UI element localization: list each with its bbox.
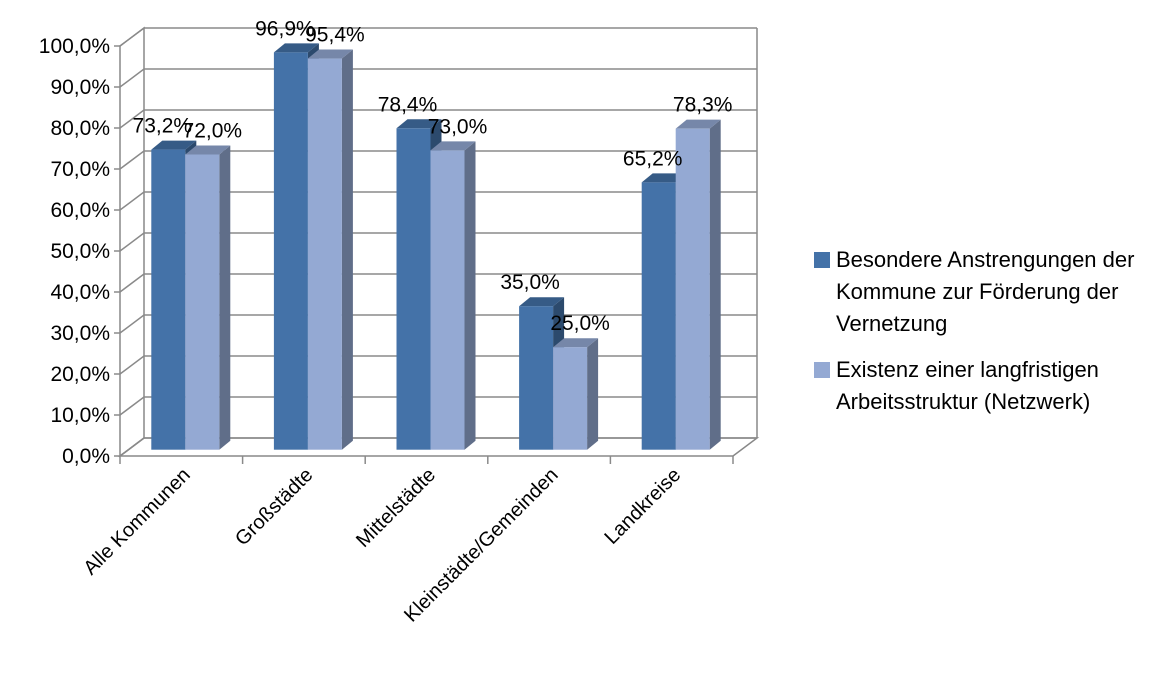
y-tick-label: 10,0% — [50, 404, 110, 427]
data-label: 95,4% — [305, 24, 365, 47]
bar-front — [553, 347, 587, 450]
x-tick-label: Mittelstädte — [352, 464, 440, 552]
bar-side — [465, 141, 476, 449]
gridline — [120, 69, 757, 87]
data-label: 65,2% — [623, 147, 683, 170]
y-tick-label: 90,0% — [50, 76, 110, 99]
y-tick-label: 50,0% — [50, 240, 110, 263]
bar-side — [219, 146, 230, 450]
bar-2-1 — [185, 146, 230, 450]
y-tick-label: 40,0% — [50, 281, 110, 304]
bar-front — [676, 129, 710, 450]
bar-side — [710, 120, 721, 450]
data-label: 25,0% — [550, 312, 610, 335]
x-axis-labels: Alle Kommunen Großstädte MittelstädteKlein… — [79, 464, 685, 627]
data-label: 78,4% — [378, 93, 438, 116]
bar-front — [397, 128, 431, 449]
data-label: 72,0% — [183, 120, 243, 143]
bar-front — [274, 52, 308, 449]
y-tick-label: 0,0% — [62, 445, 110, 468]
y-tick-label: 80,0% — [50, 117, 110, 140]
bar-front — [185, 155, 219, 450]
bar-2-4 — [553, 338, 598, 450]
legend-item-series-2: Existenz einer langfristigen Arbeitsstru… — [814, 354, 1164, 418]
y-tick-label: 20,0% — [50, 363, 110, 386]
x-tick-label: Alle Kommunen — [79, 464, 194, 579]
legend: Besondere Anstrengungen der Kommune zur … — [814, 244, 1164, 432]
bar-front — [431, 150, 465, 449]
legend-swatch-series-1 — [814, 252, 830, 268]
bar-2-3 — [431, 141, 476, 449]
bar-front — [151, 150, 185, 450]
legend-label-series-1: Besondere Anstrengungen der Kommune zur … — [836, 244, 1164, 340]
x-tick-label: Landkreise — [600, 464, 685, 549]
legend-swatch-series-2 — [814, 362, 830, 378]
bar-2-2 — [308, 50, 353, 450]
x-tick-label: Großstädte — [231, 464, 317, 550]
data-label: 78,3% — [673, 94, 733, 117]
y-tick-label: 60,0% — [50, 199, 110, 222]
bar-front — [308, 59, 342, 450]
bar-front — [519, 306, 553, 450]
y-tick-label: 70,0% — [50, 158, 110, 181]
gridline — [120, 28, 757, 46]
y-tick-label: 100,0% — [39, 35, 110, 58]
legend-item-series-1: Besondere Anstrengungen der Kommune zur … — [814, 244, 1164, 340]
y-axis-ticks: 0,0% 10,0% 20,0% 30,0% 40,0% 50,0% 60,0% 70,0% 8… — [39, 35, 110, 468]
data-label: 35,0% — [500, 271, 560, 294]
legend-label-series-2: Existenz einer langfristigen Arbeitsstru… — [836, 354, 1164, 418]
y-tick-label: 30,0% — [50, 322, 110, 345]
bar-side — [587, 338, 598, 450]
bar-side — [342, 50, 353, 450]
data-label: 73,0% — [428, 115, 488, 138]
bar-front — [642, 182, 676, 449]
